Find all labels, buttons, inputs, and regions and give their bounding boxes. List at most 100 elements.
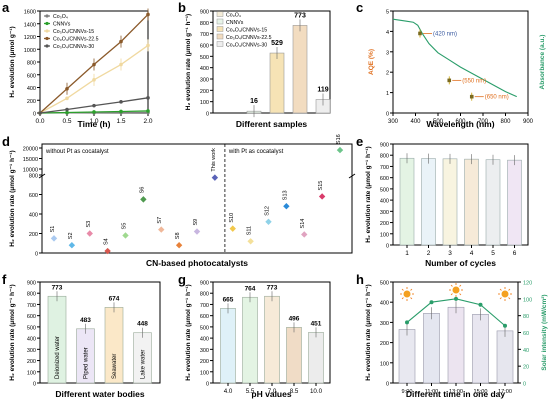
scatter-point [86,230,93,237]
point-label: This work [211,148,217,172]
y-tick-label: 0 [386,382,389,388]
y-axis-label: H₂ evolution rate (μmol g⁻¹ h⁻¹) [185,14,192,110]
bar [496,330,514,384]
data-point [65,107,69,112]
y-tick-label: 400 [29,213,38,219]
intensity-point [454,296,458,301]
y-tick-label: 400 [200,66,209,72]
y-tick-label: 2 [386,71,389,77]
x-tick-label: 2.0 [143,118,152,125]
bar [398,329,416,384]
y-tick-label: 600 [200,44,209,50]
sun-ray [499,288,502,291]
panel-c: c 0 1 2 3 4 5 300 400 500 600 700 800 900 Wavelength (… [356,0,546,129]
scatter-point [175,242,183,249]
plot-frame [39,281,161,384]
y2-tick-label: 40 [523,348,529,354]
bar-label: Seawater [112,354,118,379]
y-tick-label: 300 [200,348,209,354]
y-tick-label: 700 [380,165,389,171]
x-tick-label: 0.0 [35,118,44,125]
legend-swatch [216,41,224,47]
scatter-point [283,203,290,210]
y-tick-label: 400 [27,86,36,92]
x-tick-label: 10.0 [310,388,323,395]
y-tick-label: 200 [200,89,209,95]
y-tick-label: 400 [27,337,36,343]
legend-marker [45,36,49,41]
y-tick-label: 0 [33,112,36,118]
legend-marker [45,14,49,18]
y-axis-label: H₂ evolution rate (μmol g⁻¹ h⁻¹) [9,150,16,246]
y-tick-label: 800 [29,174,38,180]
x-tick-label: 400 [410,119,421,125]
data-label: 483 [80,317,91,324]
x-tick-label: 900 [523,119,534,125]
data-point [119,109,123,114]
x-tick-label: 5 [491,250,495,257]
panel-f: f 0 100 200 300 400 500 600 700 800 900 Different w… [2,272,161,399]
legend-label: Co₃O₄/CNNVs-22.5 [226,35,272,41]
y-tick-label: 500 [200,55,209,61]
section-note: without Pt as cocatalyst [45,149,109,155]
y-tick-label: 0 [386,112,389,118]
y-tick-label: 600 [27,73,36,79]
point-label: S6 [139,187,145,194]
data-point [146,96,150,100]
x-tick-label: 13:00 [449,389,463,395]
panel-letter: c [356,0,363,15]
x-tick-label: 9:00 [402,389,413,395]
absorbance-curve [392,18,517,98]
panel-a: a 0 200 400 600 800 1000 1200 1400 1600 0.0 0.5 1.0 1… [2,0,153,129]
bar [308,332,324,384]
x-axis-label: Number of cycles [425,258,496,268]
y-tick-label: 300 [380,210,389,216]
sun-icon [498,287,512,301]
panel-letter: d [2,134,10,149]
legend-label: Co₃O₄/CNNVs-30 [53,44,94,50]
y-tick-label: 0 [206,382,209,388]
point-label: S3 [86,221,92,228]
y-axis-label: H₂ evolution (μmol g⁻¹) [9,26,16,97]
scatter-point [193,228,201,235]
bar [292,25,308,114]
legend-swatch [216,18,224,25]
sun-ray [508,288,511,291]
aqe-point [469,94,474,99]
scatter-point [265,218,272,225]
y-tick-label: 1400 [24,22,36,28]
y-axis-label: H₂ evolution rate (μmol g⁻¹ h⁻¹) [9,284,16,380]
x-tick-label: 600 [455,119,466,125]
y-tick-label: 300 [27,348,36,354]
y-tick-label: 500 [380,281,389,287]
x-tick-label: 1 [405,250,409,257]
y-tick-label: 700 [200,32,209,38]
bar [220,308,236,384]
point-label: S4 [104,238,110,245]
data-label: 773 [267,284,278,291]
annotation-label: (550 nm) [462,78,486,84]
sun-icon [449,283,463,297]
legend-label: CNNVs [226,20,244,26]
panel-e: e 0 100 200 300 400 500 600 700 800 900 Number of c… [356,134,529,268]
x-axis-label: CN-based photocatalysts [146,258,248,268]
x-tick-label: 8.5 [290,388,299,395]
y-tick-label: 100 [200,100,209,106]
aqe-point [447,78,452,83]
x-axis-label: Different water bodies [55,389,145,399]
y-tick-label: 0 [35,252,38,258]
scatter-point [104,247,111,255]
y2-axis-label: Absorbance (a.u.) [539,35,546,90]
data-point [65,96,69,101]
sun-ray [401,297,404,300]
data-point [92,103,96,108]
y-tick-label: 300 [380,321,389,327]
panel-g: g 0 100 200 300 400 500 600 700 800 900 pH values H₂… [178,272,331,399]
y-tick-label: 800 [27,292,36,298]
data-label: 496 [289,315,300,322]
x-tick-label: 700 [478,119,489,125]
y-axis-label: AQE (%) [368,49,375,75]
panel-letter: e [356,134,363,149]
y-tick-label: 15000 [23,157,38,163]
x-axis-label: pH values [251,389,291,399]
